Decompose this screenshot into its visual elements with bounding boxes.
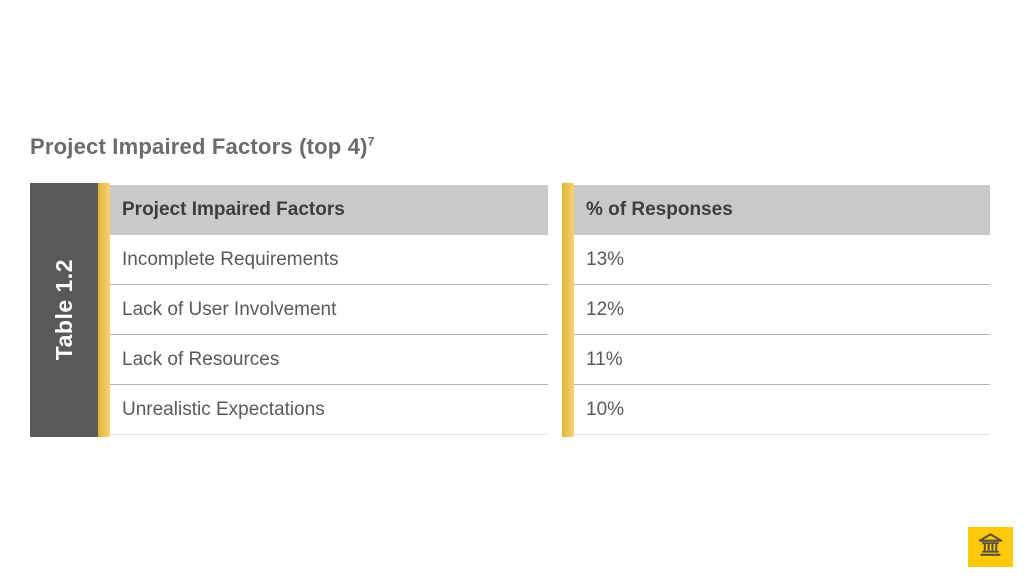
logo-badge bbox=[968, 527, 1013, 567]
table-row: Incomplete Requirements bbox=[110, 235, 548, 285]
table-row: 12% bbox=[574, 285, 990, 335]
table-row: Lack of User Involvement bbox=[110, 285, 548, 335]
bank-icon bbox=[977, 532, 1004, 562]
table-row: Lack of Resources bbox=[110, 335, 548, 385]
table-row: 11% bbox=[574, 335, 990, 385]
table-row: Unrealistic Expectations bbox=[110, 385, 548, 435]
page-title-footnote-ref: 7 bbox=[367, 134, 375, 149]
column-factors: Project Impaired Factors Incomplete Requ… bbox=[110, 185, 548, 435]
table-row: 13% bbox=[574, 235, 990, 285]
table-side-label-block: Table 1.2 bbox=[30, 183, 98, 437]
column-percent: % of Responses 13% 12% 11% 10% bbox=[574, 185, 990, 435]
factors-table: Table 1.2 Project Impaired Factors Incom… bbox=[30, 183, 990, 437]
column-header-factors: Project Impaired Factors bbox=[110, 185, 548, 235]
page-title-text: Project Impaired Factors (top 4) bbox=[30, 134, 368, 159]
page-title: Project Impaired Factors (top 4)7 bbox=[30, 134, 375, 160]
column-gap bbox=[548, 183, 562, 437]
table-number-label: Table 1.2 bbox=[50, 259, 77, 361]
column-header-percent: % of Responses bbox=[574, 185, 990, 235]
accent-bar-left bbox=[98, 183, 110, 437]
table-row: 10% bbox=[574, 385, 990, 435]
accent-bar-right bbox=[562, 183, 574, 437]
